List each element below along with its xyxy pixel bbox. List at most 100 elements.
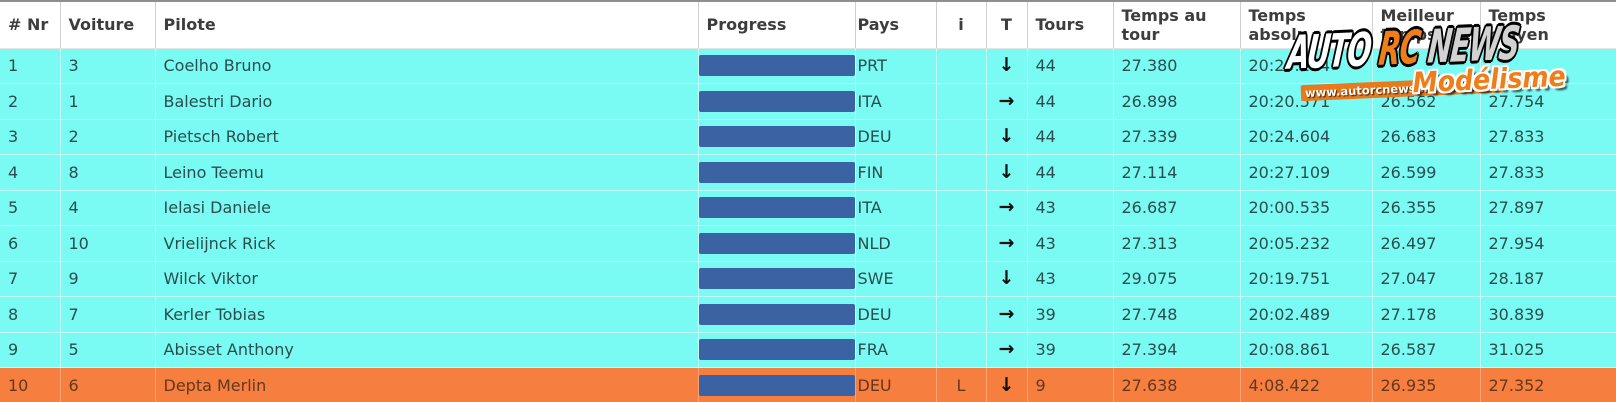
meilleur-temps-cell: 27.047 xyxy=(1372,261,1481,297)
pilote-cell: Coelho Bruno xyxy=(155,48,699,84)
temps-absolu-cell: 20:05.232 xyxy=(1240,225,1373,262)
col-header-t: T xyxy=(986,1,1028,49)
progress-bar xyxy=(698,339,854,361)
pos-cell: 8 xyxy=(0,296,61,333)
table-row: 8 7 Kerler Tobias DEU → 39 27.748 20:02.… xyxy=(0,296,1616,333)
temps-absolu-cell: 20:27.109 xyxy=(1240,154,1373,191)
pilote-cell: Abisset Anthony xyxy=(155,332,699,368)
pilote-cell: Balestri Dario xyxy=(155,83,699,120)
temps-au-tour-cell: 27.313 xyxy=(1113,225,1241,262)
col-header-pos: # Nr xyxy=(0,1,61,49)
voiture-cell: 1 xyxy=(60,83,156,120)
pos-cell: 10 xyxy=(0,367,61,402)
t-cell: ↓ xyxy=(986,119,1028,155)
pos-cell: 3 xyxy=(0,119,61,155)
progress-cell xyxy=(698,119,856,155)
pos-cell: 1 xyxy=(0,48,61,84)
meilleur-temps-cell: 26.562 xyxy=(1372,83,1481,120)
temps-moyen-cell: 30.839 xyxy=(1480,296,1616,333)
meilleur-temps-cell: 26.683 xyxy=(1372,119,1481,155)
progress-bar xyxy=(698,161,854,183)
pilote-cell: Pietsch Robert xyxy=(155,119,699,155)
pays-cell: ITA xyxy=(855,190,937,226)
t-cell: ↓ xyxy=(986,261,1028,297)
pilote-cell: Depta Merlin xyxy=(155,367,699,402)
i-cell xyxy=(936,261,987,297)
temps-absolu-cell: 20:24.604 xyxy=(1240,119,1373,155)
t-cell: ↓ xyxy=(986,367,1028,402)
arrow-down-icon: ↓ xyxy=(998,267,1015,290)
voiture-cell: 8 xyxy=(60,154,156,191)
i-cell: L xyxy=(936,367,987,402)
col-header-pays: Pays xyxy=(855,1,937,49)
i-cell xyxy=(936,119,987,155)
pos-cell: 5 xyxy=(0,190,61,226)
tours-cell: 44 xyxy=(1027,119,1114,155)
arrow-right-icon: → xyxy=(998,231,1015,254)
col-header-temps-au-tour: Temps au tour xyxy=(1113,1,1241,49)
t-cell: → xyxy=(986,332,1028,368)
progress-bar xyxy=(698,55,854,77)
meilleur-temps-cell: 26.599 xyxy=(1372,154,1481,191)
temps-au-tour-cell: 26.687 xyxy=(1113,190,1241,226)
pilote-cell: Leino Teemu xyxy=(155,154,699,191)
progress-bar xyxy=(698,303,854,325)
temps-absolu-cell: 20:00.535 xyxy=(1240,190,1373,226)
meilleur-temps-cell xyxy=(1372,48,1481,84)
progress-bar xyxy=(698,374,854,396)
col-header-pilote: Pilote xyxy=(155,1,699,49)
col-header-voiture: Voiture xyxy=(60,1,156,49)
table-row: 10 6 Depta Merlin DEU L ↓ 9 27.638 4:08.… xyxy=(0,367,1616,402)
col-header-label: Temps au tour xyxy=(1121,5,1207,44)
progress-bar xyxy=(698,126,854,148)
pays-cell: DEU xyxy=(855,296,937,333)
t-cell: → xyxy=(986,190,1028,226)
temps-moyen-cell: 31.025 xyxy=(1480,332,1616,368)
i-cell xyxy=(936,48,987,84)
arrow-down-icon: ↓ xyxy=(998,373,1015,396)
tours-cell: 44 xyxy=(1027,154,1114,191)
voiture-cell: 3 xyxy=(60,48,156,84)
pays-cell: NLD xyxy=(855,225,937,262)
col-header-temps-moyen: Temps moyen xyxy=(1480,1,1616,49)
pos-cell: 2 xyxy=(0,83,61,120)
temps-moyen-cell: 27.352 xyxy=(1480,367,1616,402)
arrow-right-icon: → xyxy=(998,89,1015,112)
arrow-right-icon: → xyxy=(998,196,1015,219)
temps-moyen-cell: 27.833 xyxy=(1480,119,1616,155)
pilote-cell: Kerler Tobias xyxy=(155,296,699,333)
voiture-cell: 2 xyxy=(60,119,156,155)
temps-moyen-cell: 27.954 xyxy=(1480,225,1616,262)
pos-cell: 9 xyxy=(0,332,61,368)
progress-cell xyxy=(698,261,856,297)
progress-cell xyxy=(698,154,856,191)
pilote-cell: Vrielijnck Rick xyxy=(155,225,699,262)
t-cell: → xyxy=(986,225,1028,262)
progress-cell xyxy=(698,48,856,84)
meilleur-temps-cell: 26.355 xyxy=(1372,190,1481,226)
pays-cell: SWE xyxy=(855,261,937,297)
voiture-cell: 9 xyxy=(60,261,156,297)
temps-moyen-cell: 27.833 xyxy=(1480,154,1616,191)
temps-moyen-cell: 27.754 xyxy=(1480,83,1616,120)
col-header-temps-absolu: Temps absolu xyxy=(1240,1,1373,49)
i-cell xyxy=(936,154,987,191)
temps-au-tour-cell: 27.748 xyxy=(1113,296,1241,333)
tours-cell: 9 xyxy=(1027,367,1114,402)
table-row: 3 2 Pietsch Robert DEU ↓ 44 27.339 20:24… xyxy=(0,119,1616,155)
tours-cell: 43 xyxy=(1027,190,1114,226)
table-row: 6 10 Vrielijnck Rick NLD → 43 27.313 20:… xyxy=(0,225,1616,262)
temps-au-tour-cell: 29.075 xyxy=(1113,261,1241,297)
progress-bar xyxy=(698,268,854,290)
table-row: 9 5 Abisset Anthony FRA → 39 27.394 20:0… xyxy=(0,332,1616,368)
progress-cell xyxy=(698,190,856,226)
tours-cell: 39 xyxy=(1027,332,1114,368)
col-header-progress: Progress xyxy=(698,1,856,49)
col-header-label: Meilleur temps xyxy=(1380,5,1454,44)
progress-cell xyxy=(698,225,856,262)
arrow-right-icon: → xyxy=(998,338,1015,361)
header-row: # Nr Voiture Pilote Progress Pays i T To… xyxy=(0,1,1616,49)
col-header-meilleur-temps: Meilleur temps xyxy=(1372,1,1481,49)
t-cell: ↓ xyxy=(986,154,1028,191)
